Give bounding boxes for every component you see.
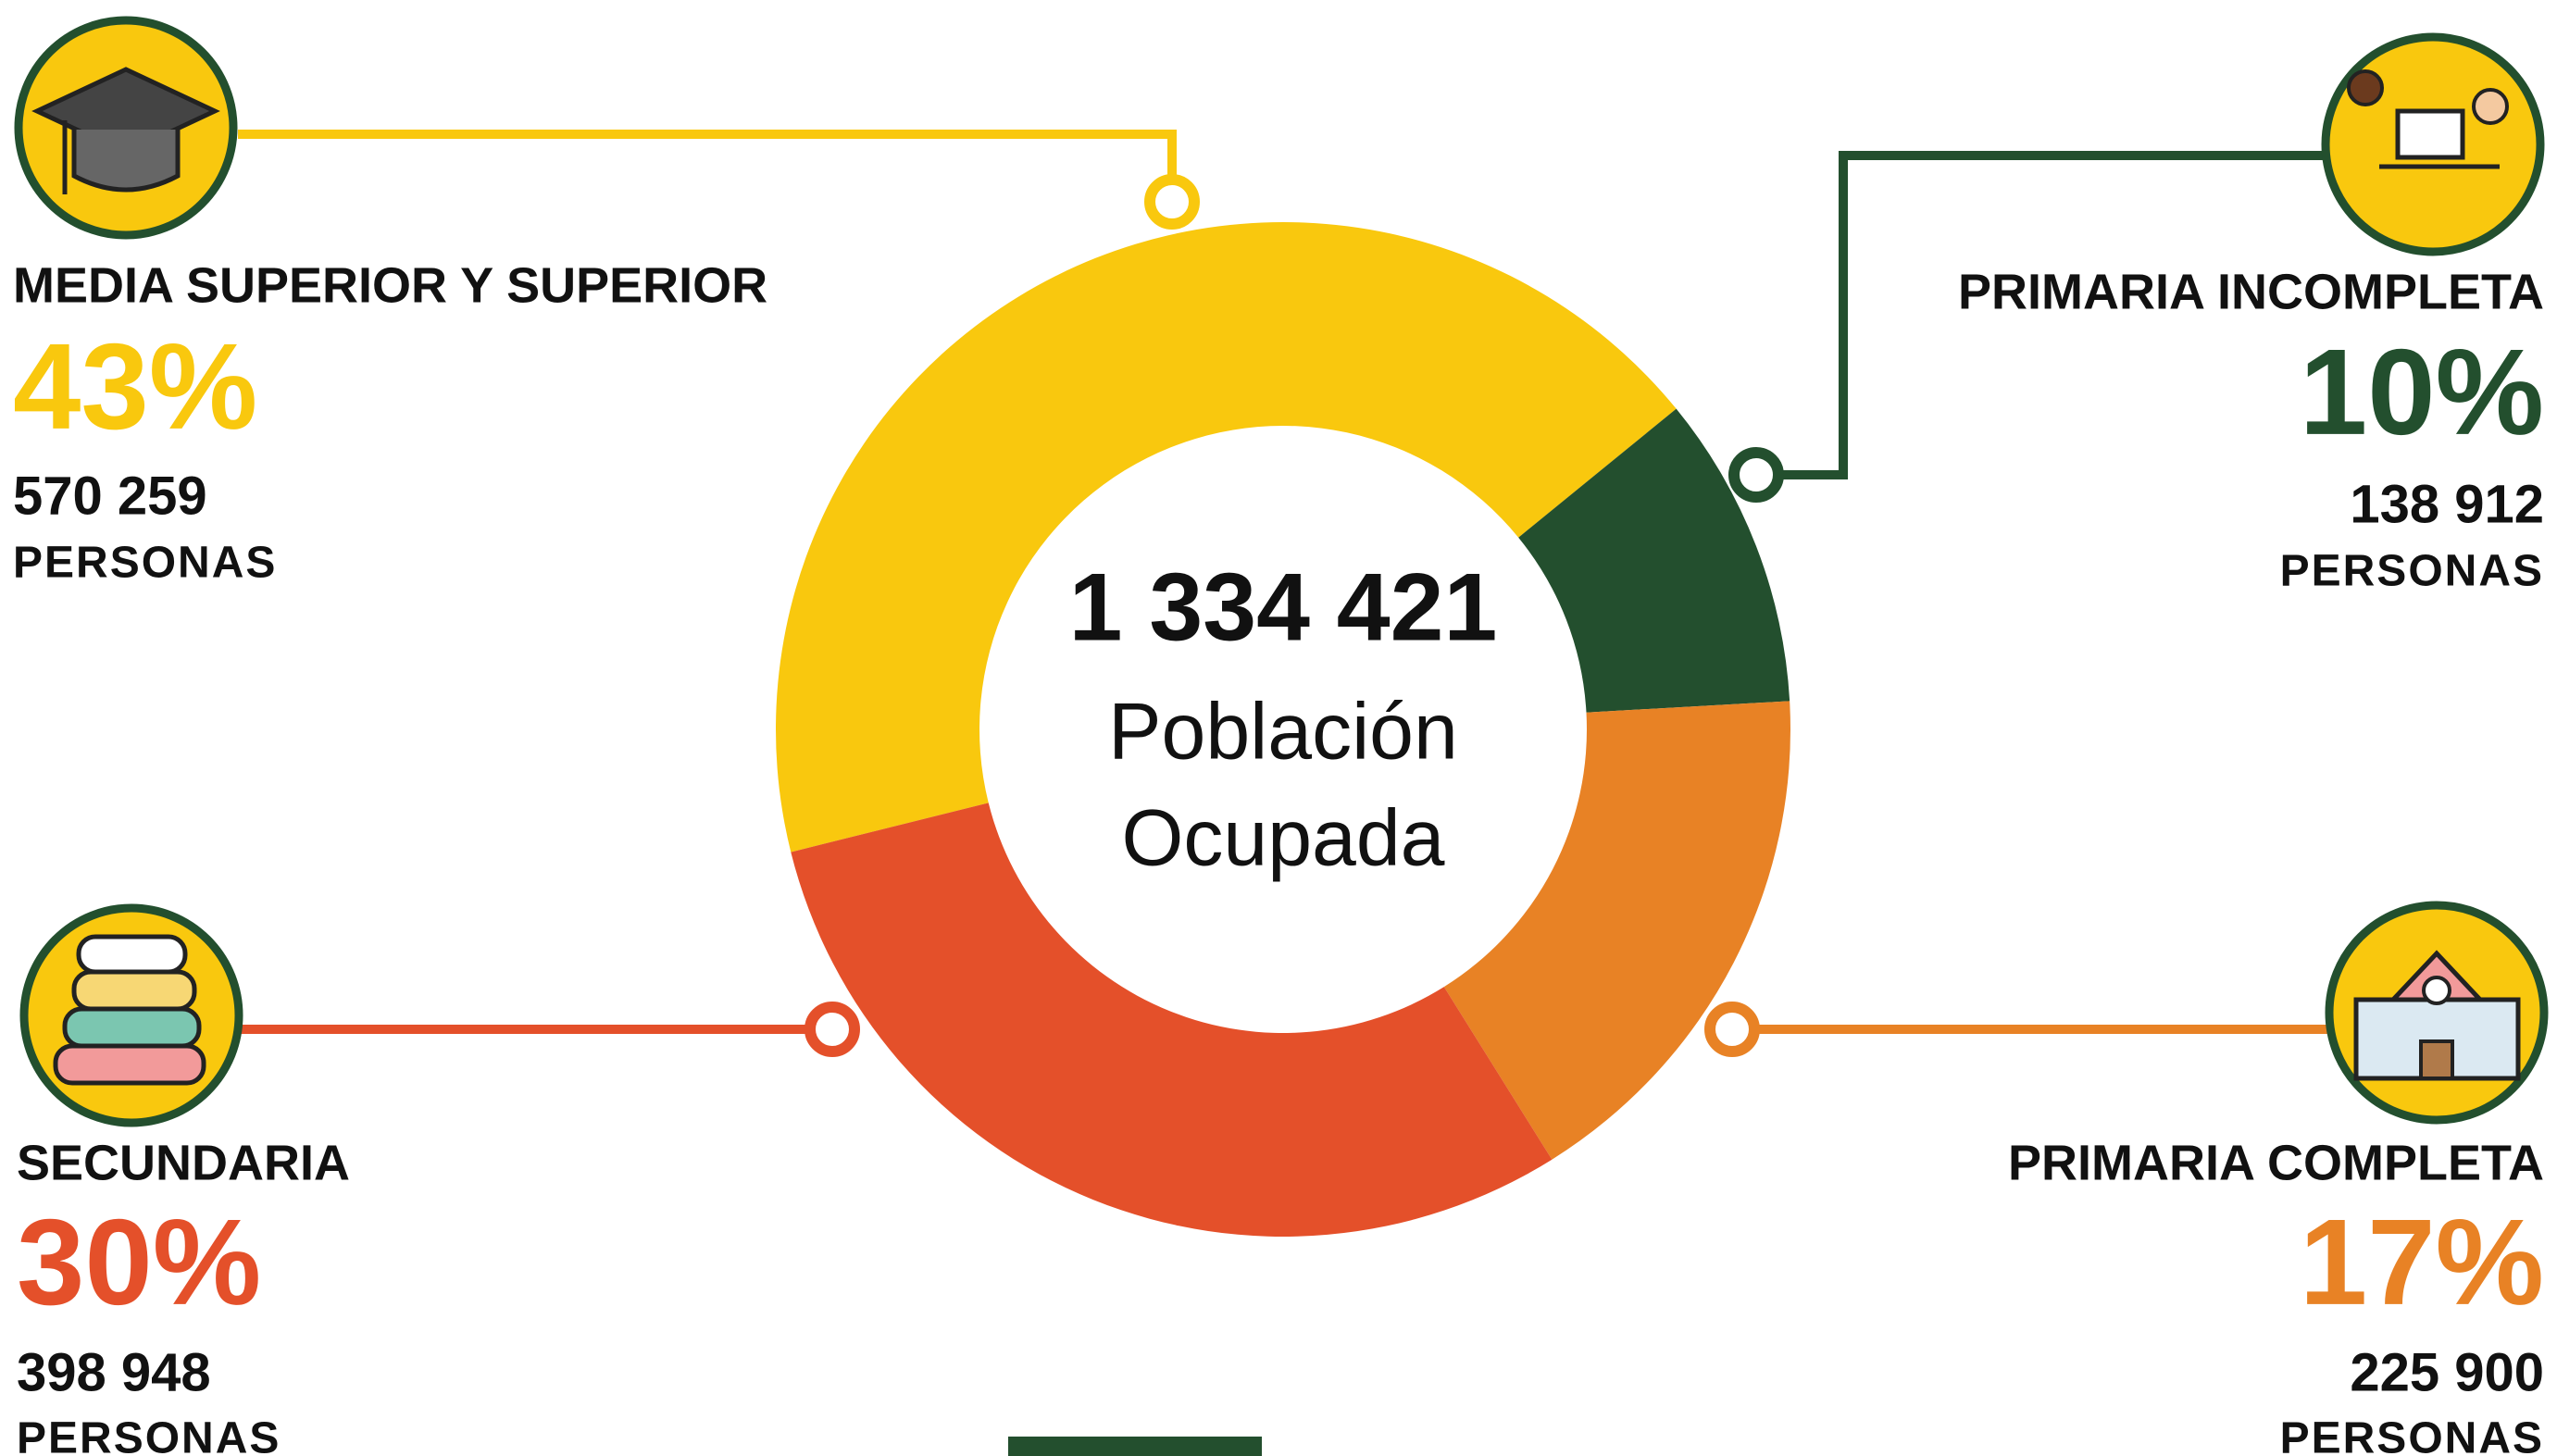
- count-label: 225 900: [2350, 1342, 2544, 1402]
- unit-label: PERSONAS: [2280, 1414, 2544, 1456]
- count-label: 570 259: [13, 466, 207, 526]
- connector-dot: [1150, 180, 1194, 224]
- footer-bar: [1008, 1437, 1262, 1456]
- percent-label: 30%: [17, 1194, 261, 1330]
- count-label: 398 948: [17, 1342, 211, 1402]
- count-label: 138 912: [2350, 474, 2544, 534]
- center-text: Población: [1108, 688, 1458, 777]
- connector-dot: [1710, 1007, 1754, 1052]
- icon-classroom: [2326, 37, 2540, 252]
- category-label: PRIMARIA INCOMPLETA: [1958, 264, 2544, 319]
- percent-label: 17%: [2300, 1194, 2544, 1330]
- connector-dot: [1734, 453, 1778, 497]
- unit-label: PERSONAS: [13, 539, 277, 588]
- category-label: SECUNDARIA: [17, 1135, 350, 1190]
- total: 1 334 421: [1069, 554, 1498, 661]
- center-text: Ocupada: [1121, 794, 1444, 883]
- icon-books: [24, 908, 239, 1123]
- connector: [238, 134, 1172, 180]
- percent-label: 43%: [13, 318, 257, 454]
- category-label: PRIMARIA COMPLETA: [2008, 1135, 2544, 1190]
- icon-graduation: [19, 20, 233, 235]
- unit-label: PERSONAS: [2280, 547, 2544, 596]
- icon-school: [2329, 905, 2544, 1120]
- unit-label: PERSONAS: [17, 1414, 281, 1456]
- infographic: 1 334 421 Población Ocupada: [0, 0, 2557, 1456]
- category-label: MEDIA SUPERIOR Y SUPERIOR: [13, 257, 767, 313]
- percent-label: 10%: [2300, 324, 2544, 460]
- connector-dot: [810, 1007, 854, 1052]
